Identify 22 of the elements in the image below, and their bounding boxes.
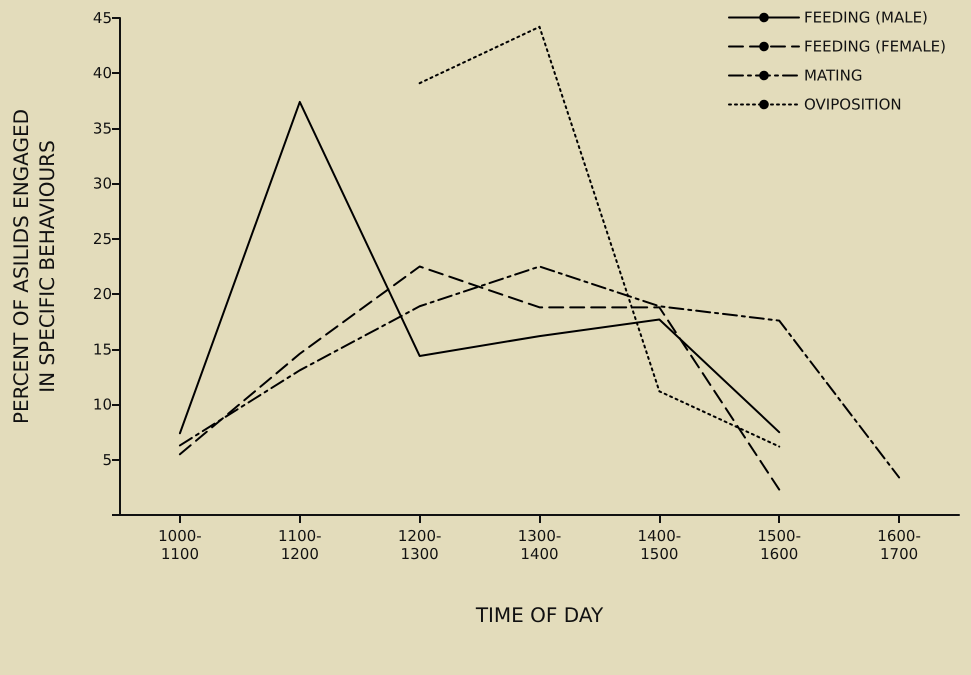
y-tick-label: 35: [92, 119, 112, 138]
y-tick-label: 30: [92, 174, 112, 193]
y-tick-label: 45: [92, 9, 112, 27]
x-tick-label: 1200- 1300: [398, 527, 442, 563]
legend-label: FEEDING (FEMALE): [804, 38, 946, 56]
y-tick-label: 5: [102, 450, 112, 469]
y-tick-label: 20: [92, 285, 112, 304]
x-tick-label: 1400- 1500: [638, 527, 682, 563]
x-tick-label: 1000- 1100: [158, 527, 202, 563]
x-tick-label: 1500- 1600: [757, 527, 802, 563]
y-tick-label: 10: [92, 396, 112, 414]
y-tick-label: 15: [92, 340, 112, 358]
x-axis-title: TIME OF DAY: [474, 603, 604, 627]
x-tick-label: 1100- 1200: [278, 527, 322, 563]
x-tick-label: 1300- 1400: [518, 527, 562, 563]
legend-label: OVIPOSITION: [804, 96, 902, 114]
y-tick-label: 25: [92, 230, 112, 248]
x-tick-label: 1600- 1700: [877, 527, 921, 563]
y-tick-label: 40: [92, 64, 112, 82]
legend-label: FEEDING (MALE): [804, 8, 928, 26]
y-axis-title: PERCENT OF ASILIDS ENGAGED IN SPECIFIC BEHAVIOURS: [9, 108, 59, 424]
legend-label: MATING: [804, 66, 862, 84]
